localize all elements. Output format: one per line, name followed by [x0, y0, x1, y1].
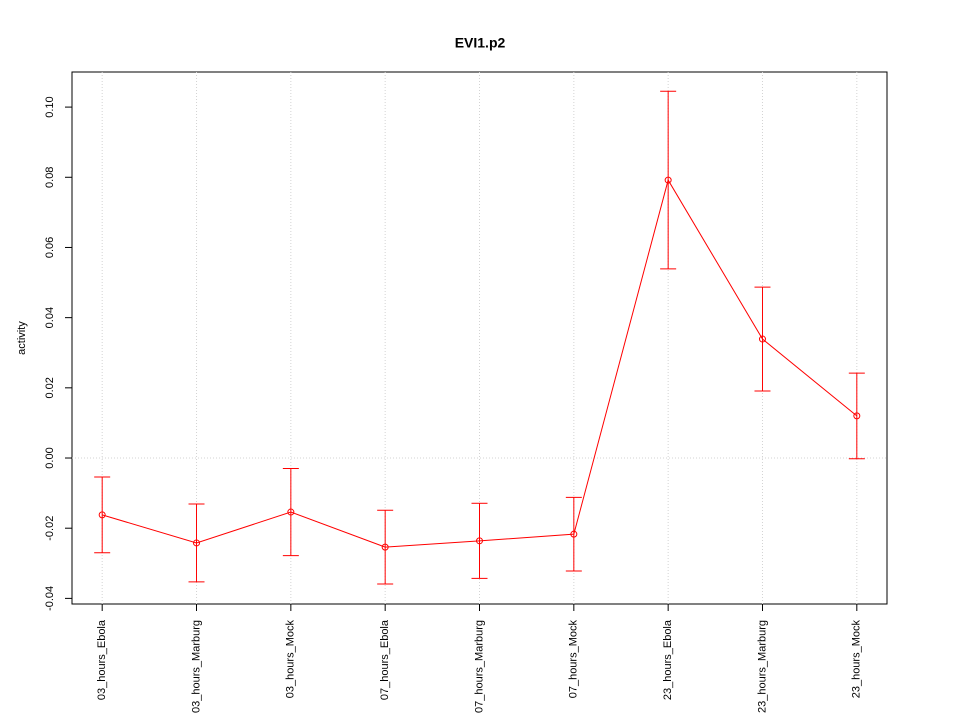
y-axis-label: activity: [16, 321, 28, 355]
y-tick-label: -0.04: [44, 586, 56, 611]
point: [664, 176, 672, 184]
x-tick-label: 03_hours_Ebola: [96, 619, 108, 700]
y-tick-label: 0.00: [44, 447, 56, 468]
x-tick-label: 03_hours_Marburg: [190, 620, 202, 713]
x-tick-label: 23_hours_Mock: [851, 620, 863, 699]
x-tick-label: 23_hours_Marburg: [756, 620, 768, 713]
chart-title: EVI1.p2: [455, 35, 506, 51]
x-tick-label: 23_hours_Ebola: [662, 619, 674, 700]
point: [758, 335, 766, 343]
y-tick-label: 0.06: [44, 237, 56, 258]
x-tick-label: 07_hours_Mock: [568, 620, 580, 699]
point: [853, 412, 861, 420]
y-tick-label: 0.02: [44, 377, 56, 398]
point: [476, 537, 483, 545]
y-tick-label: -0.02: [44, 516, 56, 541]
y-tick-label: 0.08: [44, 167, 56, 188]
point: [570, 530, 578, 538]
point: [98, 511, 106, 519]
y-tick-label: 0.04: [44, 307, 56, 328]
x-tick-label: 03_hours_Mock: [285, 620, 297, 699]
point: [193, 539, 201, 547]
point: [287, 508, 295, 516]
y-tick-label: 0.10: [44, 96, 56, 117]
x-tick-label: 07_hours_Ebola: [379, 619, 391, 700]
point: [381, 543, 389, 551]
x-tick-label: 07_hours_Marburg: [473, 620, 485, 713]
